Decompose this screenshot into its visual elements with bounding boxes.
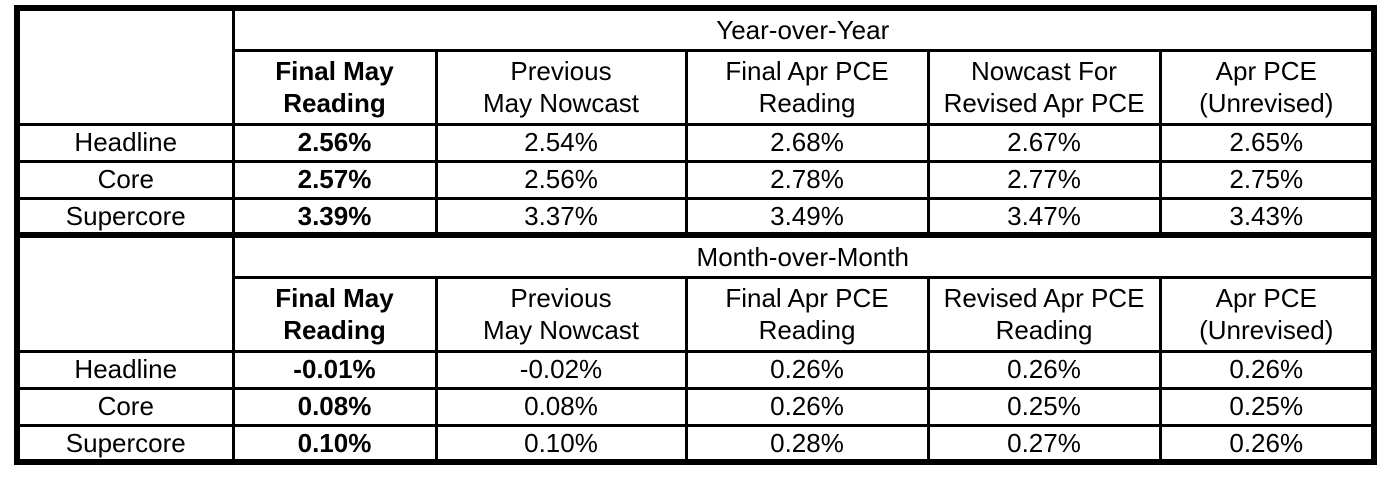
row-label-core: Core (15, 386, 235, 427)
table-row-mom-supercore: Supercore 0.10% 0.10% 0.28% 0.27% 0.26% (15, 423, 1376, 464)
row-label-headline: Headline (15, 349, 235, 390)
table-cell: 0.26% (684, 349, 930, 390)
table-row-yoy-core: Core 2.57% 2.56% 2.78% 2.77% 2.75% (15, 159, 1376, 200)
table-cell: 2.54% (434, 122, 688, 163)
section-title-year-over-year: Year-over-Year (231, 6, 1376, 52)
table-cell: 0.08% (231, 386, 438, 427)
yoy-column-header-row: Final May Reading Previous May Nowcast F… (17, 48, 1376, 126)
empty-corner-cell (15, 6, 235, 126)
section-title-month-over-month: Month-over-Month (231, 232, 1376, 279)
table-cell: 0.26% (926, 349, 1162, 390)
table-cell: 2.78% (684, 159, 930, 200)
row-label-supercore: Supercore (15, 196, 235, 237)
table-cell: 0.10% (434, 423, 688, 464)
table-cell: 0.28% (684, 423, 930, 464)
table-cell: 2.56% (231, 122, 438, 163)
mom-section-title-row: Month-over-Month (15, 232, 1376, 353)
table-cell: 2.57% (231, 159, 438, 200)
row-label-supercore: Supercore (15, 423, 235, 464)
yoy-section-title-row: Year-over-Year (15, 6, 1376, 126)
row-label-headline: Headline (15, 122, 235, 163)
table-cell: -0.01% (231, 349, 438, 390)
column-header-apr-pce-unrevised: Apr PCE (Unrevised) (1158, 275, 1376, 353)
table-cell: 2.68% (684, 122, 930, 163)
row-label-core: Core (15, 159, 235, 200)
table-row-yoy-supercore: Supercore 3.39% 3.37% 3.49% 3.47% 3.43% (15, 196, 1376, 237)
table-cell: 0.08% (434, 386, 688, 427)
empty-corner-cell (15, 232, 235, 353)
table-cell: 0.26% (1158, 423, 1376, 464)
table-cell: 0.25% (926, 386, 1162, 427)
table-cell: 3.47% (926, 196, 1162, 237)
table-cell: -0.02% (434, 349, 688, 390)
table-row-mom-core: Core 0.08% 0.08% 0.26% 0.25% 0.25% (15, 386, 1376, 427)
table-cell: 3.49% (684, 196, 930, 237)
mom-column-header-row: Final May Reading Previous May Nowcast F… (17, 275, 1376, 353)
pce-nowcast-table: Year-over-Year Final May Reading Previou… (14, 5, 1377, 465)
column-header-final-may-reading: Final May Reading (231, 275, 438, 353)
table-row-yoy-headline: Headline 2.56% 2.54% 2.68% 2.67% 2.65% (15, 122, 1376, 163)
table-cell: 2.65% (1158, 122, 1376, 163)
table-cell: 2.77% (926, 159, 1162, 200)
table-row-mom-headline: Headline -0.01% -0.02% 0.26% 0.26% 0.26% (15, 349, 1376, 390)
column-header-nowcast-for-revised-apr-pce: Nowcast For Revised Apr PCE (926, 48, 1162, 126)
column-header-previous-may-nowcast: Previous May Nowcast (434, 275, 688, 353)
table-cell: 3.43% (1158, 196, 1376, 237)
table-cell: 2.67% (926, 122, 1162, 163)
table-cell: 2.56% (434, 159, 688, 200)
table-cell: 3.37% (434, 196, 688, 237)
table-cell: 0.25% (1158, 386, 1376, 427)
column-header-final-may-reading: Final May Reading (231, 48, 438, 126)
table-cell: 3.39% (231, 196, 438, 237)
table-cell: 0.26% (684, 386, 930, 427)
column-header-final-apr-pce-reading: Final Apr PCE Reading (684, 275, 930, 353)
column-header-final-apr-pce-reading: Final Apr PCE Reading (684, 48, 930, 126)
column-header-apr-pce-unrevised: Apr PCE (Unrevised) (1158, 48, 1376, 126)
column-header-previous-may-nowcast: Previous May Nowcast (434, 48, 688, 126)
table-cell: 0.27% (926, 423, 1162, 464)
table-cell: 0.26% (1158, 349, 1376, 390)
column-header-revised-apr-pce-reading: Revised Apr PCE Reading (926, 275, 1162, 353)
table-cell: 2.75% (1158, 159, 1376, 200)
table-cell: 0.10% (231, 423, 438, 464)
